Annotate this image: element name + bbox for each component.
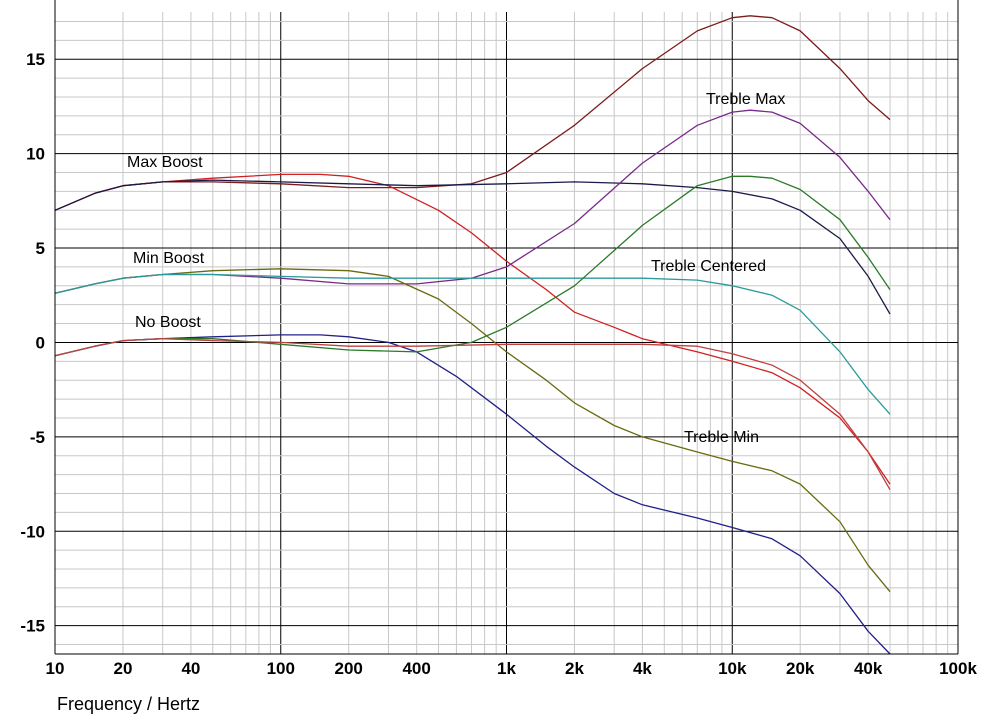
series-line-7 [54,334,891,655]
curve-annotation: Treble Max [706,91,785,108]
x-tick-label: 1k [497,659,516,678]
x-tick-label: 100 [267,659,295,678]
axis-frame [54,0,959,655]
x-tick-label: 20k [786,659,815,678]
series-line-3 [54,179,891,315]
curve-annotation: Min Boost [133,250,205,267]
x-tick-label: 40k [854,659,883,678]
series-layer [54,15,891,655]
x-tick-label: 20 [113,659,132,678]
y-tick-label: -15 [20,617,45,636]
series-line-5 [54,268,891,593]
curve-annotation: Treble Centered [651,258,766,275]
x-tick-label: 10k [718,659,747,678]
y-tick-label: -5 [30,428,45,447]
x-tick-label: 10 [46,659,65,678]
x-tick-label: 40 [181,659,200,678]
curve-annotation: Max Boost [127,154,203,171]
x-tick-label: 100k [939,659,977,678]
grid [55,12,958,654]
y-tick-label: 5 [36,239,45,258]
x-axis-label: Frequency / Hertz [57,694,201,714]
y-tick-label: 0 [36,333,45,352]
y-tick-label: 15 [26,50,45,69]
curve-annotation: Treble Min [684,429,759,446]
series-line-9 [54,338,891,491]
curve-annotations: Max Boost Min Boost No Boost Treble Max Treb… [127,91,785,446]
tick-labels: 10 20 40 100 200 400 1k 2k 4k 10k 20k 40k 100k-15-10… [20,50,977,678]
x-tick-label: 400 [402,659,430,678]
x-tick-label: 4k [633,659,652,678]
y-tick-label: 10 [26,145,45,164]
series-line-6 [54,273,891,415]
y-tick-label: -10 [20,522,45,541]
x-tick-label: 2k [565,659,584,678]
series-line-2 [54,173,891,485]
curve-annotation: No Boost [135,314,201,331]
x-tick-label: 200 [335,659,363,678]
